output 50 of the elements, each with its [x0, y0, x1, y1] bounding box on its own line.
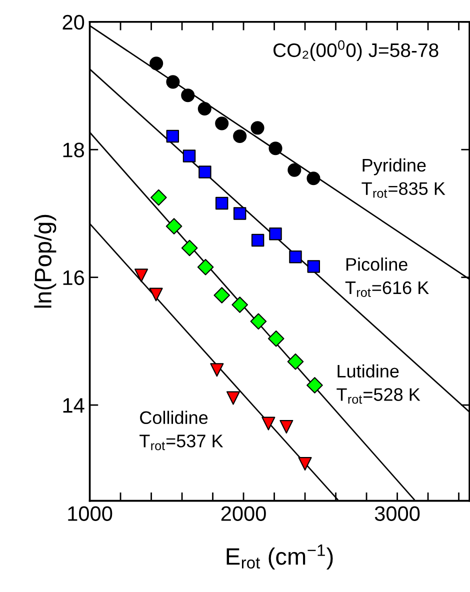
annotation: Picoline T$_{rot}$=616 K [345, 258, 429, 297]
point [306, 172, 320, 186]
y-tick-label: 16 [63, 270, 84, 286]
x-tick-label: 2000 [221, 506, 266, 521]
annotation: Lutidine T$_{rot}$=528 K [336, 364, 420, 404]
point [233, 129, 247, 143]
point [181, 240, 198, 256]
point [166, 218, 182, 234]
point [288, 163, 302, 177]
point [232, 296, 248, 313]
point [166, 75, 180, 89]
point [166, 130, 180, 143]
point [150, 189, 167, 206]
point [269, 228, 282, 240]
point [268, 142, 282, 156]
point [250, 121, 264, 135]
point [307, 260, 320, 273]
point [215, 116, 229, 130]
x-axis-title: E$_{rot}$ (cm$^{−1}$) [226, 544, 333, 570]
point [181, 88, 195, 102]
point [150, 56, 164, 70]
y-tick-label: 20 [62, 14, 84, 30]
point [289, 250, 302, 264]
annotation: Collidine T$_{rot}$=537 K [140, 410, 224, 450]
x-tick-label: 1000 [68, 506, 112, 521]
point [210, 363, 224, 377]
point [134, 268, 148, 282]
point [268, 330, 284, 347]
y-tick-label: 14 [63, 398, 84, 413]
point [262, 416, 276, 430]
point [149, 288, 163, 302]
x-tick-label: 3000 [374, 506, 420, 521]
annotation: CO₂(00$^{0}$0) J=58-78 [274, 40, 438, 61]
point [280, 420, 294, 434]
point [197, 258, 214, 276]
point [215, 196, 228, 210]
point [306, 377, 323, 394]
y-axis-title: ln(Pop/g) [34, 214, 56, 308]
y-tick-label: 18 [63, 142, 84, 158]
point [198, 102, 212, 116]
point [298, 457, 312, 471]
point [250, 313, 267, 330]
point [226, 391, 240, 405]
annotation: Pyridine T$_{rot}$=835 K [362, 158, 446, 198]
point [233, 207, 246, 220]
point [198, 166, 212, 178]
point [214, 287, 230, 304]
point [251, 234, 264, 247]
point [182, 150, 196, 162]
point [287, 353, 304, 370]
